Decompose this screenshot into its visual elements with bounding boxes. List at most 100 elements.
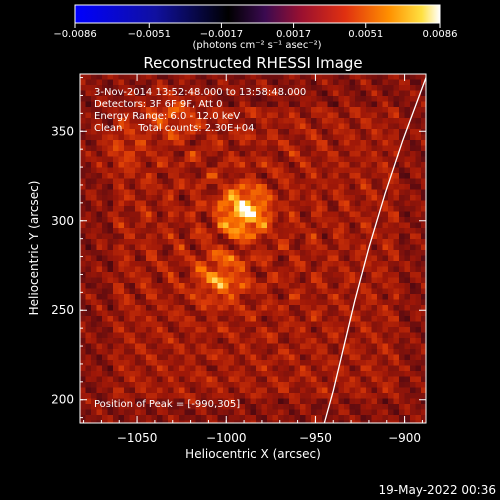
- heatmap-pixel: [91, 173, 97, 179]
- heatmap-pixel: [157, 200, 163, 207]
- heatmap-pixel: [250, 112, 257, 119]
- heatmap-pixel: [256, 195, 262, 201]
- heatmap-pixel: [173, 85, 180, 91]
- heatmap-pixel: [294, 85, 301, 91]
- heatmap-pixel: [201, 74, 207, 80]
- heatmap-pixel: [338, 85, 345, 91]
- heatmap-pixel: [410, 233, 416, 240]
- heatmap-pixel: [355, 140, 361, 146]
- heatmap-pixel: [366, 173, 372, 179]
- heatmap-pixel: [316, 79, 323, 86]
- heatmap-pixel: [162, 409, 169, 416]
- heatmap-pixel: [360, 90, 367, 97]
- heatmap-pixel: [421, 349, 426, 355]
- heatmap-pixel: [179, 299, 185, 306]
- heatmap-pixel: [278, 211, 284, 218]
- heatmap-pixel: [415, 420, 422, 423]
- heatmap-pixel: [102, 338, 108, 344]
- heatmap-pixel: [217, 360, 224, 366]
- heatmap-pixel: [168, 382, 174, 388]
- heatmap-pixel: [102, 277, 108, 284]
- heatmap-pixel: [366, 206, 372, 212]
- heatmap-pixel: [157, 151, 163, 157]
- heatmap-pixel: [91, 404, 97, 410]
- heatmap-pixel: [129, 162, 136, 168]
- heatmap-pixel: [261, 316, 268, 322]
- heatmap-pixel: [294, 151, 301, 157]
- heatmap-pixel: [261, 305, 268, 311]
- heatmap-pixel: [151, 365, 158, 372]
- heatmap-pixel: [327, 140, 334, 146]
- heatmap-pixel: [96, 74, 103, 80]
- heatmap-pixel: [333, 96, 339, 102]
- heatmap-pixel: [272, 162, 279, 168]
- heatmap-pixel: [311, 376, 317, 383]
- heatmap-pixel: [404, 140, 411, 146]
- heatmap-pixel: [223, 250, 229, 256]
- heatmap-pixel: [404, 305, 411, 311]
- heatmap-pixel: [294, 211, 301, 218]
- heatmap-pixel: [140, 217, 147, 223]
- heatmap-pixel: [283, 250, 290, 256]
- heatmap-pixel: [267, 299, 273, 306]
- heatmap-pixel: [184, 360, 191, 366]
- heatmap-pixel: [107, 250, 114, 256]
- heatmap-pixel: [333, 112, 339, 119]
- heatmap-pixel: [349, 112, 356, 119]
- heatmap-pixel: [289, 222, 295, 229]
- heatmap-pixel: [168, 387, 174, 394]
- heatmap-pixel: [190, 200, 196, 207]
- heatmap-pixel: [382, 239, 389, 245]
- heatmap-pixel: [349, 167, 356, 174]
- heatmap-pixel: [85, 415, 92, 421]
- heatmap-pixel: [124, 338, 130, 344]
- heatmap-pixel: [393, 299, 400, 306]
- heatmap-pixel: [168, 79, 174, 86]
- heatmap-pixel: [305, 299, 312, 306]
- heatmap-pixel: [355, 206, 361, 212]
- heatmap-pixel: [129, 354, 136, 361]
- heatmap-pixel: [239, 354, 246, 361]
- heatmap-pixel: [96, 277, 103, 284]
- heatmap-pixel: [118, 206, 125, 212]
- heatmap-pixel: [421, 118, 426, 124]
- heatmap-pixel: [91, 189, 97, 196]
- heatmap-pixel: [366, 349, 372, 355]
- heatmap-pixel: [360, 360, 367, 366]
- heatmap-pixel: [96, 371, 103, 377]
- heatmap-pixel: [135, 409, 141, 416]
- heatmap-pixel: [234, 145, 240, 152]
- heatmap-pixel: [107, 222, 114, 229]
- heatmap-pixel: [107, 173, 114, 179]
- heatmap-pixel: [404, 404, 411, 410]
- heatmap-pixel: [344, 343, 350, 350]
- heatmap-pixel: [157, 255, 163, 262]
- heatmap-pixel: [382, 310, 389, 317]
- heatmap-pixel: [382, 112, 389, 119]
- heatmap-pixel: [399, 206, 405, 212]
- heatmap-pixel: [179, 244, 185, 251]
- heatmap-pixel: [305, 96, 312, 102]
- heatmap-pixel: [206, 173, 213, 179]
- heatmap-pixel: [91, 393, 97, 399]
- heatmap-pixel: [366, 415, 372, 421]
- heatmap-pixel: [300, 398, 306, 405]
- heatmap-pixel: [377, 140, 383, 146]
- heatmap-pixel: [283, 404, 290, 410]
- heatmap-pixel: [311, 189, 317, 196]
- heatmap-pixel: [206, 272, 213, 278]
- heatmap-pixel: [360, 288, 367, 295]
- heatmap-pixel: [234, 211, 240, 218]
- heatmap-pixel: [190, 233, 196, 240]
- heatmap-pixel: [190, 316, 196, 322]
- heatmap-pixel: [344, 404, 350, 410]
- heatmap-pixel: [168, 327, 174, 333]
- heatmap-pixel: [190, 321, 196, 328]
- heatmap-pixel: [327, 250, 334, 256]
- heatmap-pixel: [283, 354, 290, 361]
- heatmap-pixel: [333, 200, 339, 207]
- heatmap-pixel: [228, 184, 235, 190]
- heatmap-pixel: [305, 151, 312, 157]
- heatmap-pixel: [124, 217, 130, 223]
- heatmap-pixel: [300, 371, 306, 377]
